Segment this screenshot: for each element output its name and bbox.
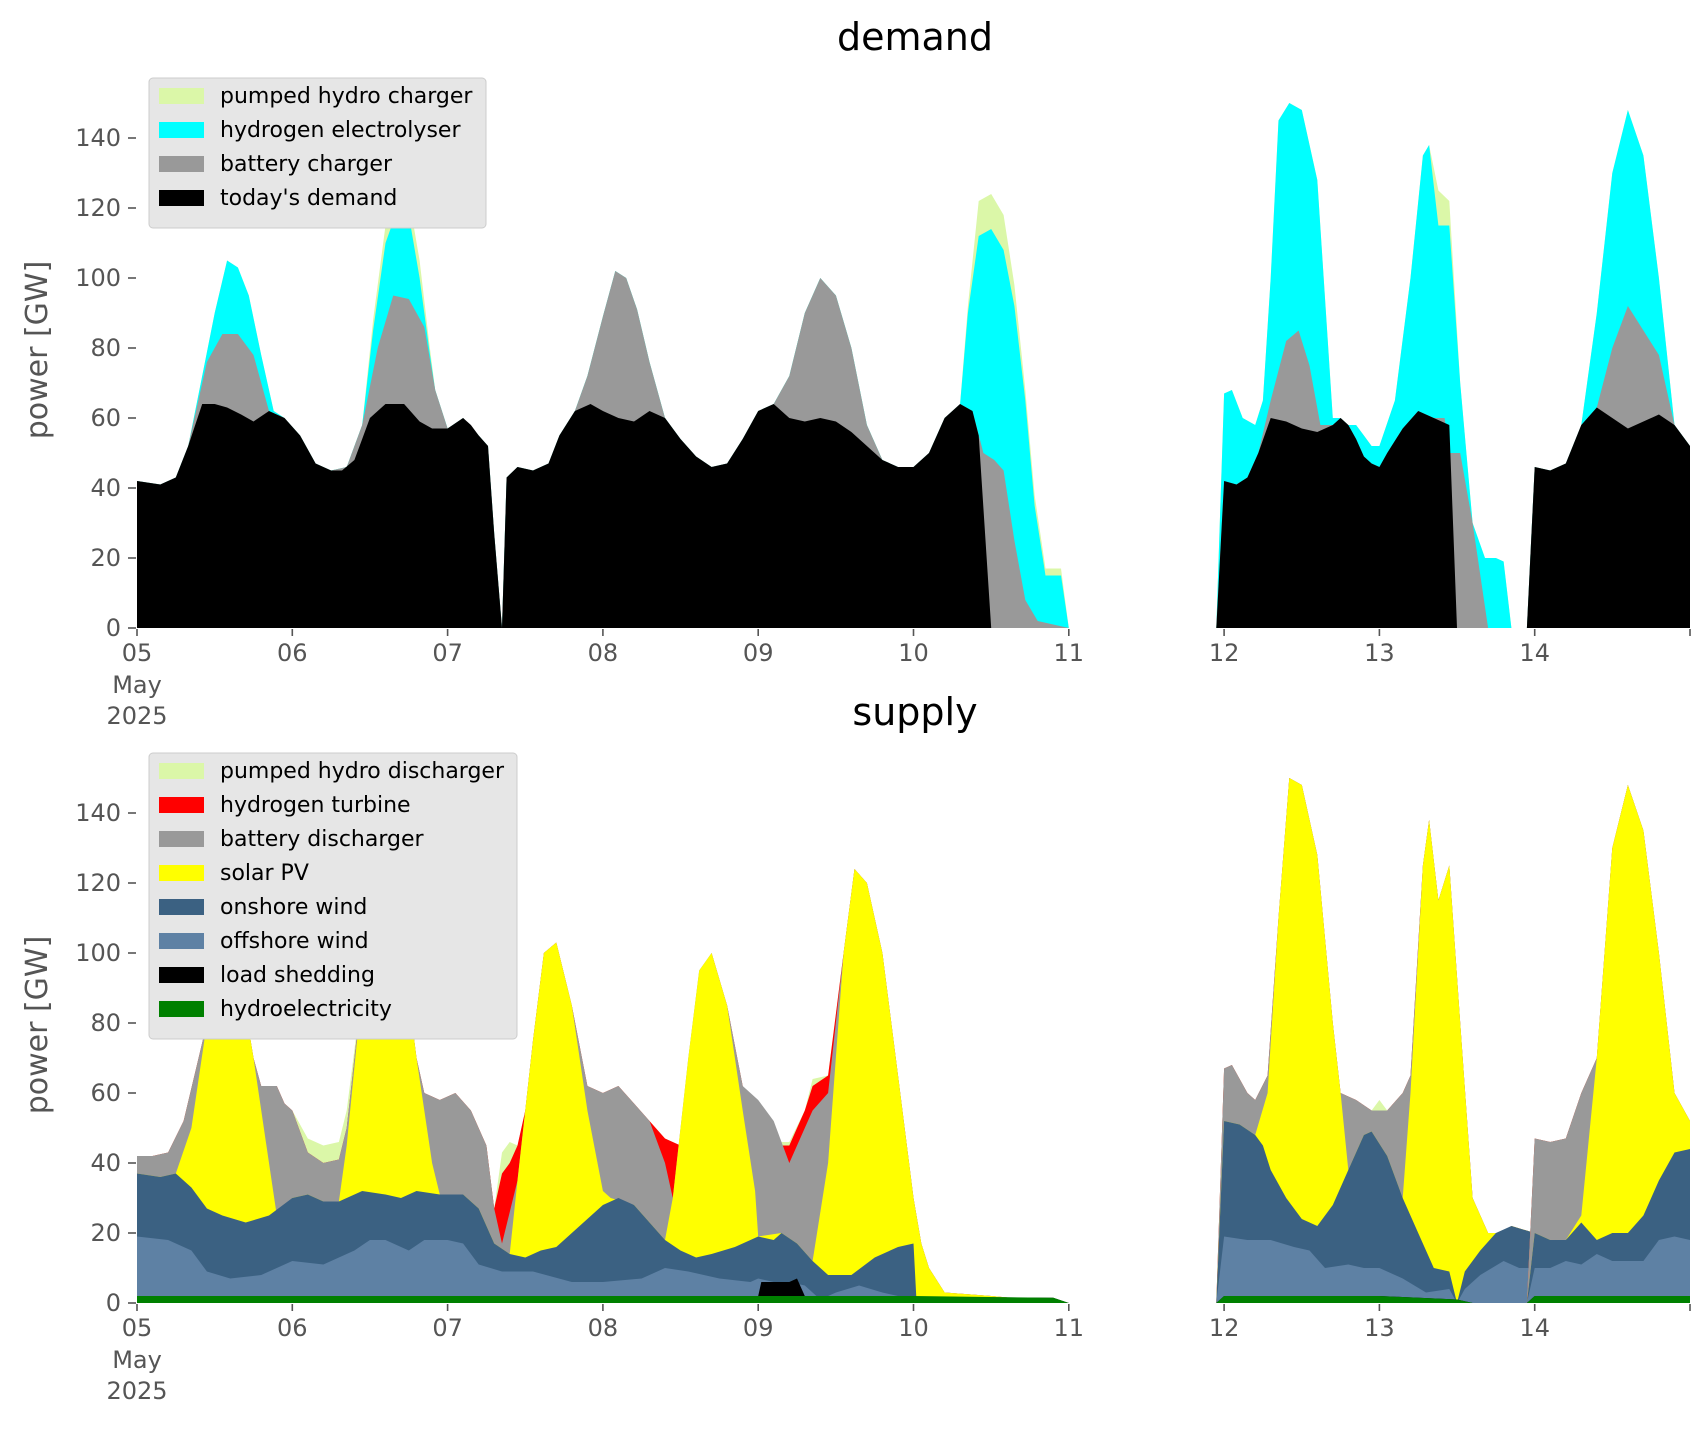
x-tick-label: 11 — [1054, 1314, 1085, 1342]
supply-title: supply — [852, 690, 977, 734]
demand-panel: demand 0 20 40 60 80 100 120 140 05 06 07 08 09 10 11 1… — [20, 15, 1691, 730]
legend-label-pumped-hydro-discharger: pumped hydro discharger — [220, 759, 505, 784]
legend-swatch-today-s-demand — [159, 190, 204, 206]
demand-axes: 0 20 40 60 80 100 120 140 05 06 07 08 09 10 11 12 13 14 Ma… — [75, 124, 1691, 730]
area-offshore-wind — [137, 1236, 914, 1303]
legend-label-load-shedding: load shedding — [220, 963, 375, 988]
x-tick-label: 12 — [1209, 1314, 1240, 1342]
supply-legend: pumped hydro discharger hydrogen turbine b… — [148, 752, 518, 1040]
legend-swatch-hydroelectricity — [159, 1001, 204, 1017]
x-tick-label: 13 — [1364, 1314, 1395, 1342]
legend-label-solar-pv: solar PV — [220, 861, 309, 886]
x-tick-label: 11 — [1054, 639, 1085, 667]
x-tick-label: 12 — [1209, 639, 1240, 667]
area-today-s-demand — [137, 404, 992, 628]
y-tick-label: 120 — [75, 869, 121, 897]
y-tick-label: 20 — [90, 544, 121, 572]
x-tick-label: 06 — [277, 1314, 308, 1342]
y-tick-label: 100 — [75, 264, 121, 292]
area-hydroelectricity — [137, 1296, 1069, 1303]
legend-label-today-s-demand: today's demand — [220, 186, 397, 211]
x-tick-sublabel: 2025 — [106, 1377, 167, 1405]
supply-panel: supply 0 20 40 60 80 100 120 140 05 06 07 08 09 10 11 1… — [20, 690, 1691, 1405]
y-tick-label: 20 — [90, 1219, 121, 1247]
x-tick-label: 06 — [277, 639, 308, 667]
area-offshore-wind-part2 — [1526, 1236, 1690, 1303]
area-today-s-demand-part1 — [1216, 411, 1535, 628]
x-tick-label: 05 — [122, 1314, 153, 1342]
x-tick-sublabel: May — [112, 671, 162, 699]
x-tick-label: 07 — [432, 639, 463, 667]
legend-label-battery-charger: battery charger — [220, 152, 393, 177]
legend-swatch-hydrogen-turbine — [159, 797, 204, 813]
y-tick-label: 60 — [90, 404, 121, 432]
legend-swatch-pumped-hydro-charger — [159, 88, 204, 104]
y-tick-label: 0 — [106, 614, 121, 642]
demand-title: demand — [837, 15, 993, 59]
y-tick-label: 140 — [75, 124, 121, 152]
y-tick-label: 40 — [90, 474, 121, 502]
x-tick-label: 13 — [1364, 639, 1395, 667]
x-tick-label: 05 — [122, 639, 153, 667]
legend-box — [148, 77, 487, 229]
area-today-s-demand-part2 — [1526, 407, 1690, 628]
legend-label-hydroelectricity: hydroelectricity — [220, 997, 392, 1022]
y-tick-label: 0 — [106, 1289, 121, 1317]
legend-swatch-battery-charger — [159, 156, 204, 172]
y-tick-label: 120 — [75, 194, 121, 222]
demand-y-axis-label: power [GW] — [20, 261, 55, 440]
supply-y-axis-label: power [GW] — [20, 936, 55, 1115]
x-tick-sublabel: May — [112, 1346, 162, 1374]
legend-label-hydrogen-electrolyser: hydrogen electrolyser — [220, 118, 461, 143]
legend-swatch-battery-discharger — [159, 831, 204, 847]
x-tick-label: 09 — [743, 1314, 774, 1342]
demand-legend: pumped hydro charger hydrogen electrolyse… — [148, 77, 487, 229]
legend-swatch-onshore-wind — [159, 899, 204, 915]
legend-label-hydrogen-turbine: hydrogen turbine — [220, 793, 411, 818]
x-tick-label: 08 — [588, 1314, 619, 1342]
x-tick-label: 14 — [1519, 1314, 1550, 1342]
legend-swatch-load-shedding — [159, 967, 204, 983]
y-tick-label: 140 — [75, 799, 121, 827]
y-tick-label: 100 — [75, 939, 121, 967]
area-offshore-wind-part1 — [1216, 1236, 1535, 1303]
legend-label-pumped-hydro-charger: pumped hydro charger — [220, 84, 473, 109]
x-tick-sublabel: 2025 — [106, 702, 167, 730]
x-tick-label: 10 — [898, 639, 929, 667]
demand-areas — [137, 103, 1690, 628]
y-tick-label: 40 — [90, 1149, 121, 1177]
x-tick-label: 10 — [898, 1314, 929, 1342]
x-tick-label: 09 — [743, 639, 774, 667]
legend-label-onshore-wind: onshore wind — [220, 895, 367, 920]
legend-swatch-pumped-hydro-discharger — [159, 763, 204, 779]
legend-swatch-solar-pv — [159, 865, 204, 881]
y-tick-label: 80 — [90, 334, 121, 362]
x-tick-label: 08 — [588, 639, 619, 667]
supply-axes: 0 20 40 60 80 100 120 140 05 06 07 08 09 10 11 12 13 14 Ma… — [75, 799, 1691, 1405]
area-solar-pv-part1 — [1216, 778, 1535, 1303]
legend-label-battery-discharger: battery discharger — [220, 827, 425, 852]
area-hydroelectricity-part2 — [1526, 1296, 1690, 1303]
y-tick-label: 60 — [90, 1079, 121, 1107]
legend-swatch-hydrogen-electrolyser — [159, 122, 204, 138]
legend-box — [148, 752, 518, 1040]
y-tick-label: 80 — [90, 1009, 121, 1037]
legend-label-offshore-wind: offshore wind — [220, 929, 369, 954]
area-solar-pv-part2 — [1526, 785, 1690, 1303]
x-tick-label: 14 — [1519, 639, 1550, 667]
area-hydroelectricity-part1 — [1216, 1296, 1473, 1303]
legend-swatch-offshore-wind — [159, 933, 204, 949]
x-tick-label: 07 — [432, 1314, 463, 1342]
